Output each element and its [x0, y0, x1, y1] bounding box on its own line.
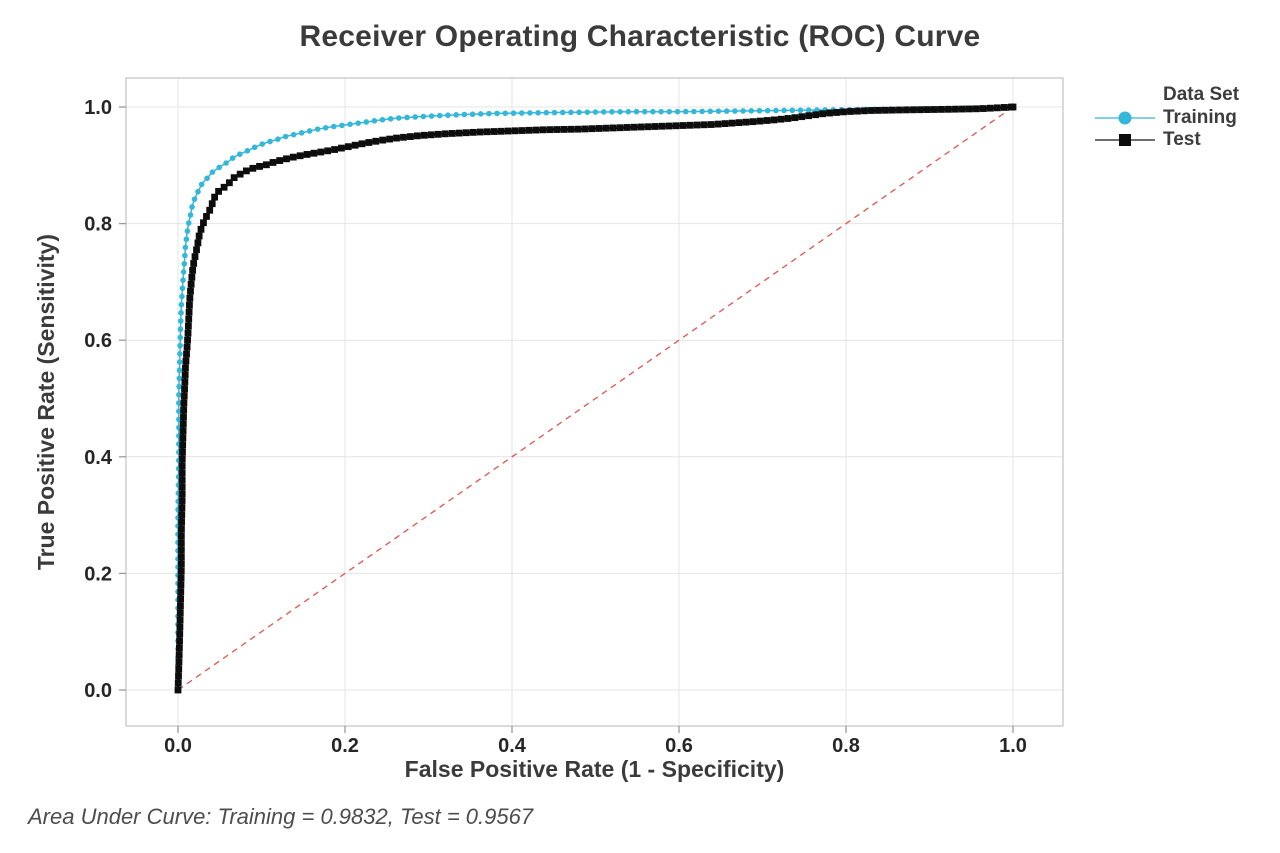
- x-tick-label: 0.4: [498, 735, 527, 757]
- plot-border: [125, 77, 1064, 727]
- y-tick-label: 0.6: [84, 330, 112, 352]
- x-tick-label: 0.0: [164, 735, 192, 757]
- axis-ticks: 0.0 0.2 0.4 0.6 0.8 1.0 0.0 0.2 0.4 0.6 0.8 1.0: [84, 97, 1027, 757]
- y-tick-label: 0.2: [84, 563, 112, 585]
- legend-item-test: Test: [1092, 129, 1278, 151]
- gridlines: [126, 78, 1063, 726]
- x-tick-label: 0.2: [331, 735, 359, 757]
- series-training: [175, 104, 1016, 693]
- legend-label-test: Test: [1163, 129, 1201, 150]
- legend-item-training: Training: [1092, 107, 1278, 129]
- y-tick-label: 1.0: [84, 97, 112, 119]
- series-test: [174, 103, 1017, 694]
- chart-title: Receiver Operating Characteristic (ROC) …: [299, 20, 981, 53]
- test-marker-icon: [1095, 134, 1155, 146]
- x-tick-label: 1.0: [999, 735, 1027, 757]
- y-tick-label: 0.8: [84, 214, 112, 236]
- x-axis-title: False Positive Rate (1 - Specificity): [404, 756, 785, 782]
- legend-label-training: Training: [1163, 107, 1237, 128]
- y-axis-title-wrap: True Positive Rate (Sensitivity): [28, 78, 64, 726]
- y-tick-label: 0.0: [84, 680, 112, 702]
- x-tick-label: 0.6: [665, 735, 693, 757]
- training-marker-icon: [1095, 111, 1155, 125]
- y-axis-title: True Positive Rate (Sensitivity): [32, 233, 59, 571]
- x-tick-label: 0.8: [832, 735, 860, 757]
- chance-diagonal-line: [177, 106, 1014, 691]
- auc-footer-note: Area Under Curve: Training = 0.9832, Tes…: [28, 804, 534, 829]
- legend-title: Data Set: [1163, 84, 1240, 105]
- legend: Data Set Training Test: [1092, 84, 1278, 151]
- y-tick-label: 0.4: [84, 447, 113, 469]
